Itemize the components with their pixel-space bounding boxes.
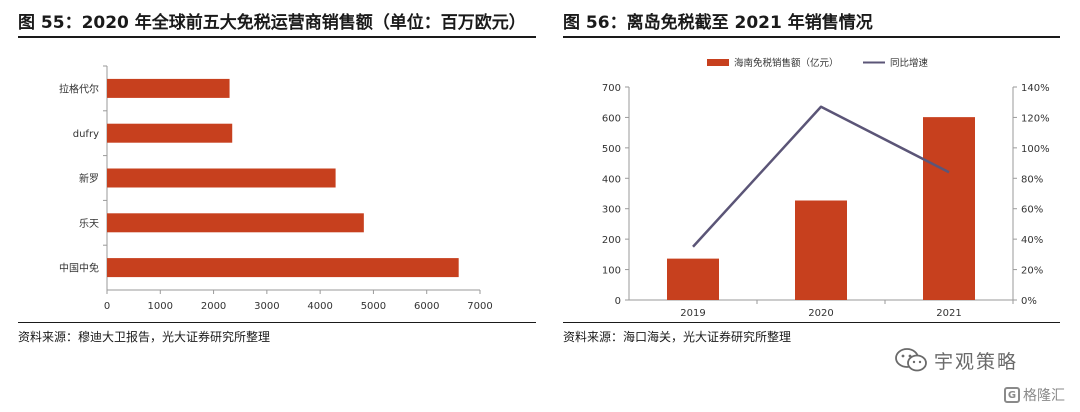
x-tick-label: 7000 [467, 301, 492, 312]
left-y-tick-label: 700 [602, 83, 621, 94]
bar [923, 117, 975, 300]
category-label: 拉格代尔 [59, 82, 99, 95]
gelonghui-watermark: G 格隆汇 [1004, 384, 1065, 406]
legend-line-label: 同比增速 [890, 57, 929, 69]
wechat-watermark: 宇观策略 [894, 346, 1074, 374]
x-tick-label: 1000 [148, 301, 173, 312]
right-y-tick-label: 80% [1021, 174, 1043, 185]
right-combo-chart: 海南免税销售额（亿元） 同比增速 0 100 200 300 400 500 600 700 0% 2… [602, 57, 1050, 319]
left-y-tick-label: 0 [615, 296, 621, 307]
left-y-tick-label: 200 [602, 235, 621, 246]
gelonghui-logo-icon: G [1004, 387, 1020, 403]
right-y-tick-label: 60% [1021, 205, 1043, 216]
bar [107, 258, 459, 278]
x-tick-label: 2000 [201, 301, 226, 312]
right-y-tick-label: 120% [1021, 113, 1050, 124]
right-source-rule [563, 322, 1060, 323]
bar [107, 123, 233, 143]
wechat-icon [895, 348, 927, 372]
left-y-tick-label: 300 [602, 205, 621, 216]
gelonghui-text: 格隆汇 [1023, 388, 1065, 404]
x-tick-label: 5000 [361, 301, 386, 312]
legend-bar-swatch [707, 59, 729, 66]
watermark-text: 宇观策略 [934, 350, 1019, 373]
category-label: 新罗 [79, 172, 99, 185]
left-figure-title: 图 55：2020 年全球前五大免税运营商销售额（单位：百万欧元） [18, 13, 526, 33]
right-y-tick-label: 40% [1021, 235, 1043, 246]
left-y-tick-label: 600 [602, 113, 621, 124]
left-y-tick-label: 100 [602, 266, 621, 277]
category-label: 乐天 [79, 218, 99, 230]
bar [107, 78, 230, 98]
right-y-tick-label: 100% [1021, 144, 1050, 155]
right-figure-source: 资料来源：海口海关，光大证券研究所整理 [563, 330, 792, 344]
bar [107, 213, 364, 233]
left-y-tick-label: 400 [602, 174, 621, 185]
bar [107, 168, 336, 188]
right-y-tick-label: 20% [1021, 266, 1043, 277]
left-y-tick-label: 500 [602, 144, 621, 155]
left-title-rule [18, 36, 536, 38]
legend-bar-label: 海南免税销售额（亿元） [734, 57, 839, 69]
x-tick-label: 4000 [307, 301, 332, 312]
bar [667, 258, 719, 300]
x-tick-label: 2019 [680, 308, 705, 319]
category-label: 中国中免 [59, 262, 99, 275]
x-tick-label: 6000 [414, 301, 439, 312]
right-y-tick-label: 0% [1021, 296, 1037, 307]
left-bar-chart: 0 1000 2000 3000 4000 5000 6000 7000 拉格代尔 dufry 新罗… [59, 65, 493, 312]
x-tick-label: 0 [104, 301, 110, 312]
right-y-tick-label: 140% [1021, 83, 1050, 94]
x-tick-label: 2020 [808, 308, 833, 319]
left-figure-source: 资料来源：穆迪大卫报告，光大证券研究所整理 [18, 330, 271, 344]
left-source-rule [18, 322, 536, 323]
right-title-rule [563, 36, 1060, 38]
x-tick-label: 3000 [254, 301, 279, 312]
right-figure-title: 图 56：离岛免税截至 2021 年销售情况 [563, 13, 873, 33]
bar [795, 200, 847, 300]
right-figure: 图 56：离岛免税截至 2021 年销售情况 海南免税销售额（亿元） 同比增速 0 1… [563, 0, 1060, 345]
x-tick-label: 2021 [936, 308, 961, 319]
left-figure: 图 55：2020 年全球前五大免税运营商销售额（单位：百万欧元） 0 1000 2… [18, 0, 536, 345]
category-label: dufry [73, 129, 99, 140]
